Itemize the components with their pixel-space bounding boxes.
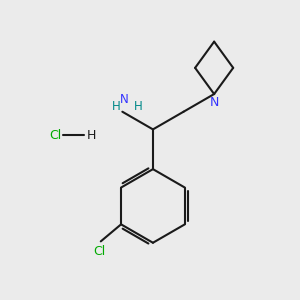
Text: N: N bbox=[209, 95, 219, 109]
Text: Cl: Cl bbox=[93, 245, 105, 258]
Text: Cl: Cl bbox=[50, 129, 62, 142]
Text: H: H bbox=[134, 100, 142, 113]
Text: H: H bbox=[112, 100, 121, 113]
Text: N: N bbox=[119, 93, 128, 106]
Text: H: H bbox=[87, 129, 96, 142]
